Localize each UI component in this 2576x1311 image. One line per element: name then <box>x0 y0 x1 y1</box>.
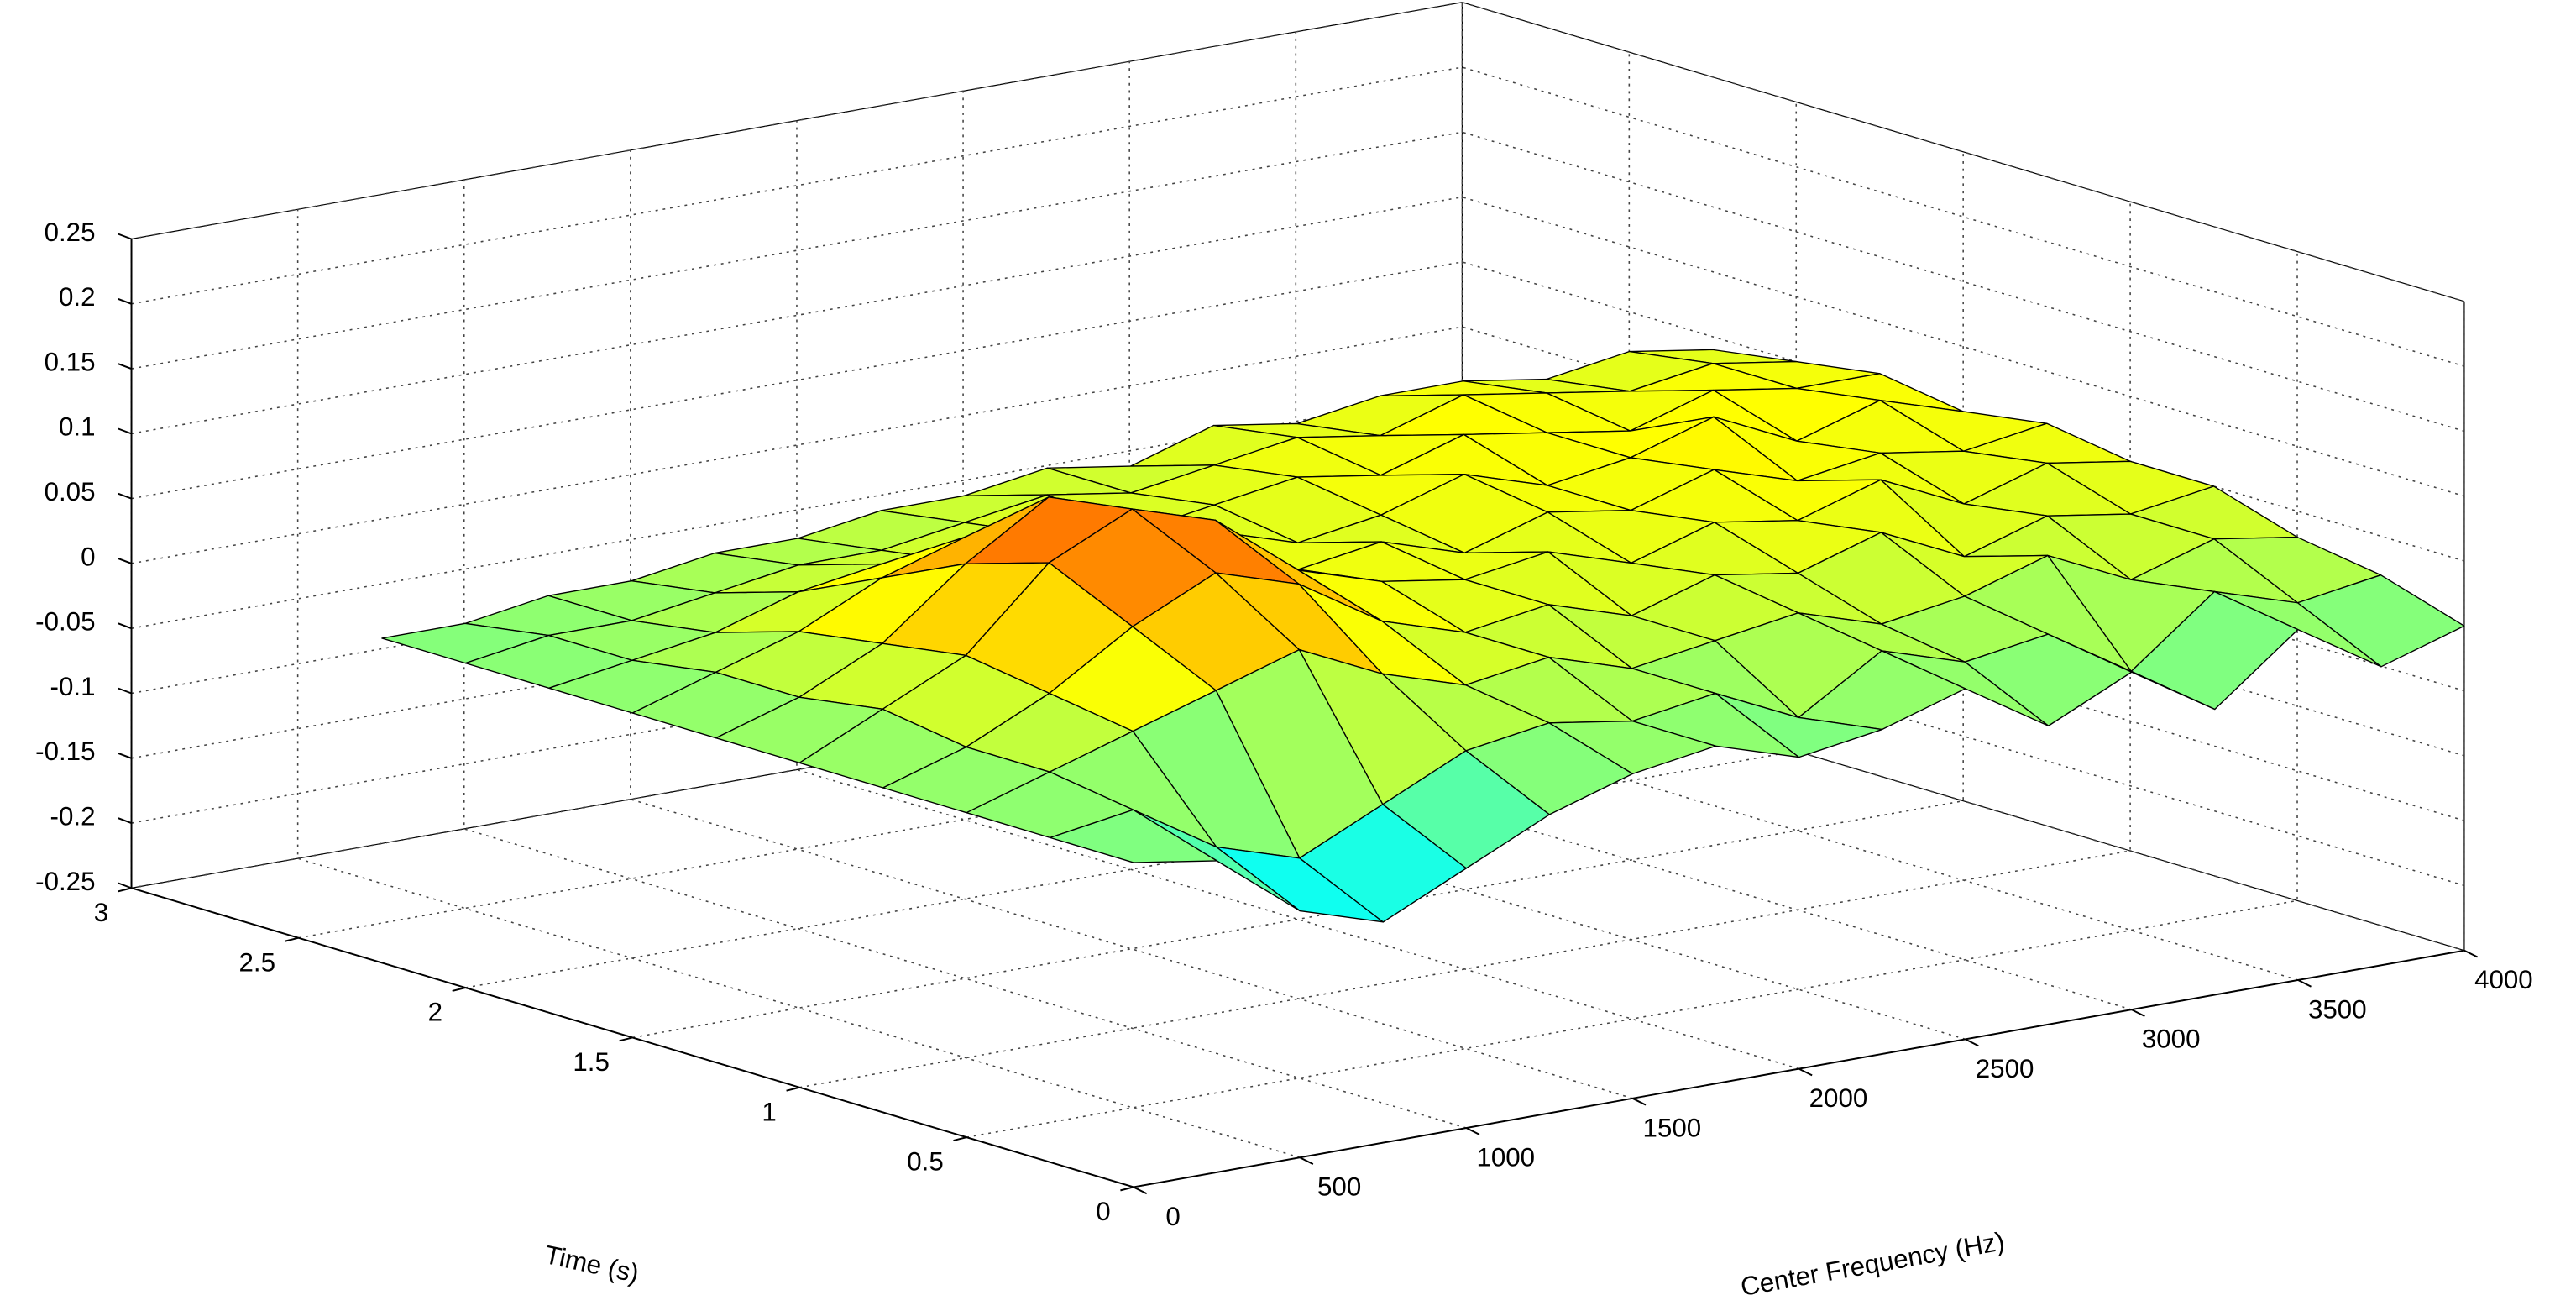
z-tick-label: 0 <box>81 542 95 571</box>
z-tick <box>118 233 132 240</box>
x-tick <box>1465 1127 1480 1135</box>
z-tick-label: 0.1 <box>59 412 96 442</box>
x-tick <box>1133 1186 1148 1195</box>
y-tick-label: 2 <box>428 998 442 1027</box>
x-tick <box>1299 1156 1314 1165</box>
x-tick-label: 2500 <box>1976 1054 2034 1083</box>
z-tick <box>118 882 132 889</box>
x-tick-label: 3000 <box>2142 1025 2201 1054</box>
z-tick-label: 0.25 <box>45 218 96 247</box>
z-tick-label: -0.05 <box>35 607 95 637</box>
y-tick <box>1120 1186 1134 1192</box>
x-tick <box>2131 1009 2145 1017</box>
y-tick-label: 1 <box>762 1097 776 1126</box>
z-tick-label: -0.2 <box>50 801 96 831</box>
axes-layer: 0 500 1000 1500 2000 2500 3000 3500 4000 0 0.5 1 1.5… <box>35 218 2533 1231</box>
y-tick-label: 0.5 <box>907 1147 944 1177</box>
x-tick-label: 3500 <box>2308 994 2367 1024</box>
grid-line <box>630 149 1633 1099</box>
x-tick-label: 1500 <box>1643 1113 1702 1142</box>
y-tick <box>452 987 466 992</box>
surface-patch <box>1049 809 1217 863</box>
y-tick <box>786 1086 800 1092</box>
z-tick-label: 0.05 <box>45 477 96 506</box>
z-tick-label: -0.1 <box>50 672 96 701</box>
x-tick <box>1631 1097 1647 1106</box>
grid-line <box>296 209 1301 1159</box>
x-tick <box>1965 1038 1979 1047</box>
x-tick-label: 1000 <box>1476 1142 1535 1172</box>
z-tick <box>118 558 132 564</box>
y-tick <box>118 887 132 893</box>
grid-line <box>1295 31 2299 981</box>
z-tick-label: -0.25 <box>35 867 95 896</box>
grid-line <box>131 1 2465 302</box>
z-tick <box>118 297 132 305</box>
x-tick-label: 500 <box>1317 1172 1361 1202</box>
z-tick <box>118 687 132 695</box>
y-tick-label: 2.5 <box>239 947 276 977</box>
grid-line <box>131 521 2465 821</box>
grid-line <box>131 585 2465 887</box>
z-tick <box>118 363 132 370</box>
y-tick-label: 3 <box>94 898 108 927</box>
z-tick <box>118 427 132 435</box>
z-tick-label: 0.15 <box>45 347 96 376</box>
grid-line <box>463 180 1467 1129</box>
x-tick <box>2463 949 2479 958</box>
z-tick <box>118 622 132 630</box>
grid-line <box>131 131 2465 433</box>
grid-line <box>131 196 2465 497</box>
z-tick <box>118 492 132 500</box>
z-tick-label: -0.15 <box>35 737 95 766</box>
x-tick-label: 0 <box>1165 1202 1180 1231</box>
grid-line <box>131 650 2465 952</box>
z-tick-label: 0.2 <box>59 282 96 312</box>
z-tick <box>118 753 132 759</box>
y-tick-label: 0 <box>1096 1197 1110 1226</box>
x-tick <box>1798 1067 1813 1077</box>
surface <box>381 349 2465 923</box>
y-tick-label: 1.5 <box>573 1047 610 1077</box>
x-tick-label: 4000 <box>2474 965 2533 994</box>
box-edge <box>1462 2 2465 302</box>
z-tick <box>118 817 132 824</box>
grid-line <box>796 120 1799 1070</box>
y-tick <box>953 1136 967 1141</box>
grid-line <box>131 66 2465 367</box>
x-tick <box>2297 979 2312 988</box>
y-tick <box>285 936 299 942</box>
y-tick <box>619 1036 633 1042</box>
x-tick-label: 2000 <box>1809 1083 1868 1113</box>
